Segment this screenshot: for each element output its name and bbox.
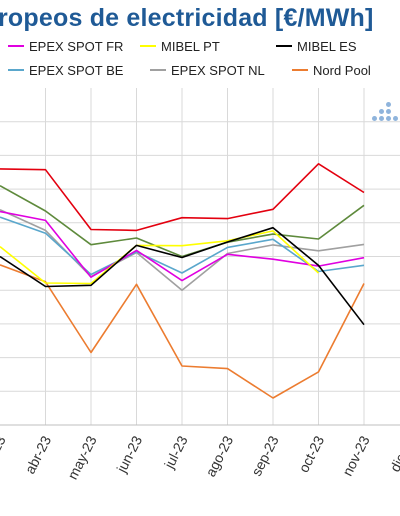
legend-swatch-mibel-es bbox=[276, 45, 292, 47]
series-line-epex-spot-nl bbox=[0, 208, 365, 292]
legend-item-mibel-pt: MIBEL PT bbox=[140, 38, 220, 54]
legend-item-epex-nl: EPEX SPOT NL bbox=[150, 62, 265, 78]
x-tick-label: dic-23 bbox=[387, 433, 400, 474]
legend-swatch-epex-nl bbox=[150, 69, 166, 71]
x-tick-label: jun-23 bbox=[113, 433, 145, 476]
series-line-nord-pool bbox=[0, 264, 365, 399]
series-line-mibel-es bbox=[0, 226, 365, 326]
legend-label-epex-fr: EPEX SPOT FR bbox=[29, 38, 124, 54]
legend-item-epex-fr: EPEX SPOT FR bbox=[8, 38, 123, 54]
x-tick-label: abr-23 bbox=[22, 433, 55, 477]
series-line-series-7 bbox=[0, 185, 365, 258]
chart-legend: EPEX SPOT FR MIBEL PT MIBEL ES EPEX SPOT… bbox=[0, 38, 400, 86]
series-line-mibel-pt bbox=[0, 230, 320, 285]
legend-label-epex-nl: EPEX SPOT NL bbox=[171, 62, 265, 78]
brand-logo bbox=[368, 102, 400, 124]
legend-label-epex-be: EPEX SPOT BE bbox=[29, 62, 124, 78]
legend-swatch-epex-fr bbox=[8, 45, 24, 47]
chart-title: ropeos de electricidad [€/MWh] bbox=[0, 4, 374, 32]
legend-swatch-epex-be bbox=[8, 69, 24, 71]
legend-label-nord-pool: Nord Pool bbox=[313, 62, 371, 78]
legend-item-nord-pool: Nord Pool bbox=[292, 62, 371, 78]
series-line-epex-spot-fr bbox=[0, 210, 365, 282]
x-tick-label: mar-23 bbox=[0, 433, 9, 480]
x-tick-label: ago-23 bbox=[202, 433, 236, 479]
series-line-epex-spot-be bbox=[0, 216, 365, 276]
x-tick-label: oct-23 bbox=[295, 433, 327, 475]
x-tick-label: nov-23 bbox=[339, 433, 373, 479]
legend-item-epex-be: EPEX SPOT BE bbox=[8, 62, 123, 78]
legend-swatch-nord-pool bbox=[292, 69, 308, 71]
series-line-series-6 bbox=[0, 163, 365, 232]
x-tick-label: jul-23 bbox=[160, 433, 190, 472]
x-tick-label: sep-23 bbox=[248, 433, 282, 479]
legend-label-mibel-pt: MIBEL PT bbox=[161, 38, 220, 54]
x-tick-label: may-23 bbox=[64, 433, 100, 482]
legend-item-mibel-es: MIBEL ES bbox=[276, 38, 356, 54]
legend-label-mibel-es: MIBEL ES bbox=[297, 38, 357, 54]
legend-swatch-mibel-pt bbox=[140, 45, 156, 47]
